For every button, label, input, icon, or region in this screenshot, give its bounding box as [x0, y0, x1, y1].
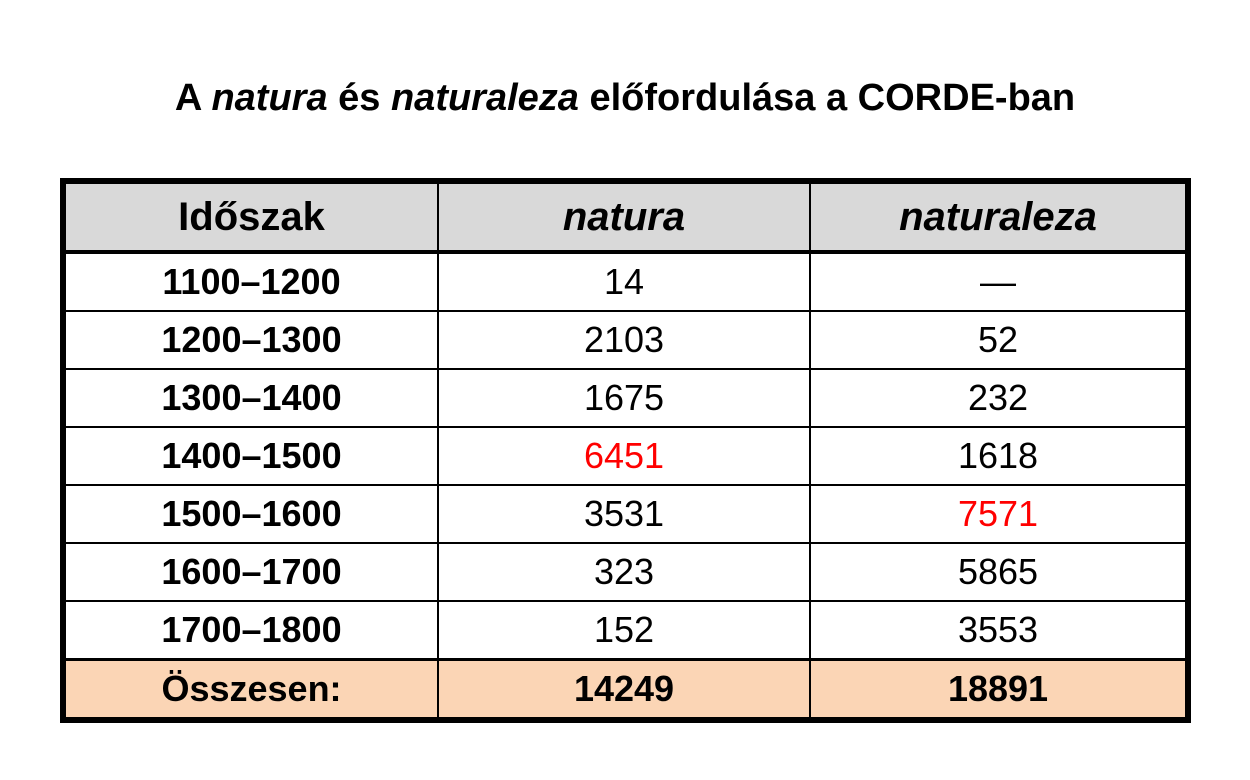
period-cell: 1100–1200 [62, 251, 439, 312]
period-cell: 1600–1700 [62, 542, 439, 602]
natura-value-cell: 323 [437, 542, 811, 602]
total-row: Összesen: 14249 18891 [62, 658, 1189, 721]
title-text-middle: és [327, 77, 391, 119]
natura-value-cell: 152 [437, 600, 811, 661]
naturaleza-value-cell: — [809, 251, 1189, 312]
naturaleza-value-cell: 7571 [809, 484, 1189, 544]
total-label: Összesen: [62, 658, 439, 721]
table-row: 1300–1400 1675 232 [62, 368, 1189, 428]
period-cell: 1200–1300 [62, 310, 439, 370]
title-word-naturaleza: naturaleza [390, 77, 579, 119]
natura-value-cell: 2103 [437, 310, 811, 370]
title-word-natura: natura [211, 77, 328, 119]
naturaleza-value-cell: 52 [809, 310, 1189, 370]
period-cell: 1400–1500 [62, 426, 439, 486]
table-row: 1600–1700 323 5865 [62, 542, 1189, 602]
natura-value-cell: 6451 [437, 426, 811, 486]
naturaleza-value-cell: 5865 [809, 542, 1189, 602]
total-natura: 14249 [437, 658, 811, 721]
page-title: A natura és naturaleza előfordulása a CO… [0, 70, 1250, 126]
frequency-table: Időszak natura naturaleza 1100–1200 14—12… [60, 178, 1191, 723]
title-text-prefix: A [174, 77, 212, 119]
frequency-table-container: Időszak natura naturaleza 1100–1200 14—12… [60, 178, 1191, 723]
total-naturaleza: 18891 [809, 658, 1189, 721]
natura-value-cell: 14 [437, 251, 811, 312]
naturaleza-value-cell: 3553 [809, 600, 1189, 661]
column-header-period: Időszak [62, 180, 439, 254]
table-row: 1200–1300 2103 52 [62, 310, 1189, 370]
naturaleza-value-cell: 232 [809, 368, 1189, 428]
period-cell: 1300–1400 [62, 368, 439, 428]
column-header-naturaleza: naturaleza [809, 180, 1189, 254]
period-cell: 1700–1800 [62, 600, 439, 661]
title-text-suffix: előfordulása a CORDE-ban [578, 77, 1076, 119]
table-row: 1700–1800 152 3553 [62, 600, 1189, 661]
column-header-natura: natura [437, 180, 811, 254]
table-row: 1100–1200 14— [62, 251, 1189, 312]
period-cell: 1500–1600 [62, 484, 439, 544]
natura-value-cell: 1675 [437, 368, 811, 428]
table-row: 1400–1500 6451 1618 [62, 426, 1189, 486]
natura-value-cell: 3531 [437, 484, 811, 544]
table-row: 1500–1600 3531 7571 [62, 484, 1189, 544]
naturaleza-value-cell: 1618 [809, 426, 1189, 486]
table-header-row: Időszak natura naturaleza [62, 180, 1189, 254]
table-body: 1100–1200 14—1200–1300 2103 52 1300–1400 1675… [62, 251, 1189, 661]
